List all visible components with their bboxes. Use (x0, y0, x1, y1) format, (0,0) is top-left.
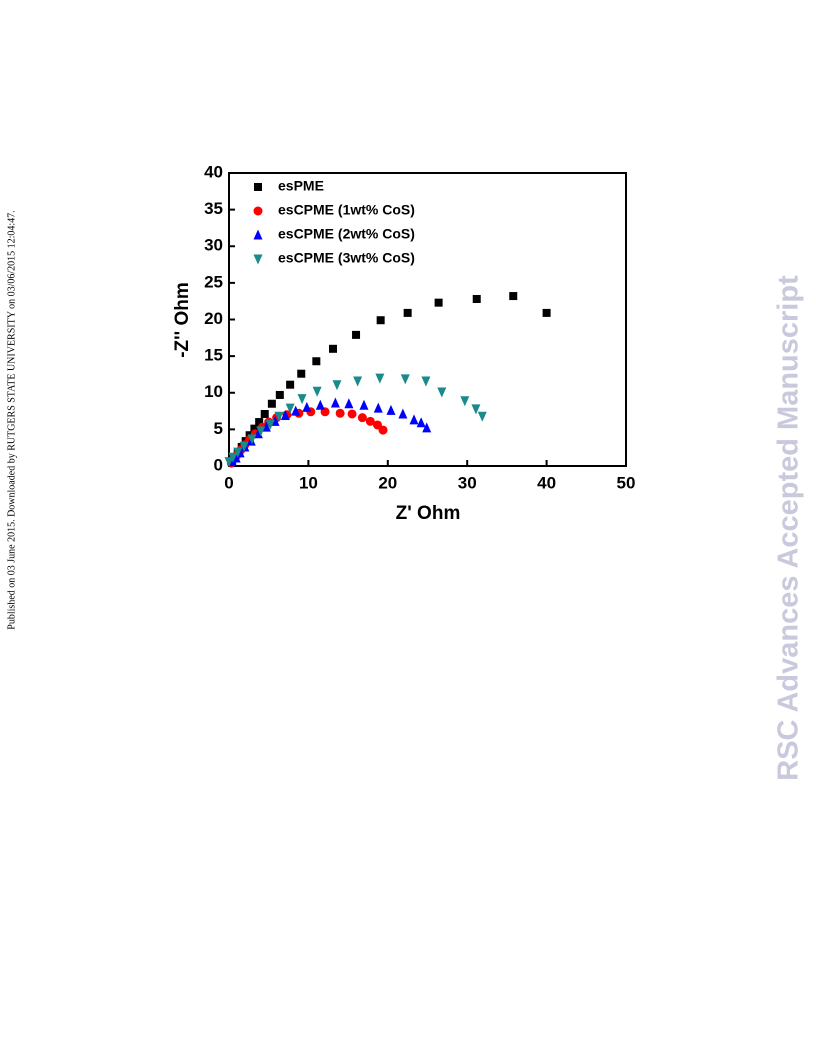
data-point (228, 452, 238, 463)
legend-label: esCPME (3wt% CoS) (278, 250, 415, 266)
x-tick-label: 10 (299, 473, 318, 492)
x-tick-label: 20 (378, 473, 397, 492)
data-point (409, 414, 419, 425)
data-point (542, 308, 551, 317)
data-point (330, 397, 340, 408)
data-point (297, 394, 307, 405)
data-point (315, 399, 325, 410)
data-point (416, 417, 426, 428)
data-point (280, 409, 290, 420)
data-point (312, 386, 322, 397)
data-point (312, 357, 321, 366)
x-tick-label: 50 (617, 473, 636, 492)
data-point (233, 447, 243, 458)
side-note: Published on 03 June 2015. Downloaded by… (6, 210, 17, 629)
data-point (302, 401, 312, 412)
data-point (224, 457, 234, 468)
data-point (261, 421, 271, 432)
data-point (472, 294, 481, 303)
data-point (434, 298, 443, 307)
data-point (365, 416, 375, 426)
legend-marker (253, 206, 263, 216)
data-point (403, 308, 412, 317)
data-point (285, 403, 295, 414)
x-tick-label: 40 (537, 473, 556, 492)
data-point (247, 434, 257, 445)
data-point (274, 411, 284, 422)
data-point (347, 409, 357, 419)
data-point (256, 426, 266, 437)
data-point (437, 387, 447, 398)
data-point (239, 441, 249, 452)
y-tick-label: 40 (204, 162, 223, 181)
data-point (267, 399, 276, 408)
y-tick-label: 35 (204, 199, 223, 218)
x-tick-label: 0 (224, 473, 233, 492)
y-tick-label: 5 (214, 419, 223, 438)
data-point (373, 402, 383, 413)
data-point (471, 404, 481, 415)
data-point (421, 376, 431, 387)
data-point (509, 292, 518, 301)
data-point (329, 344, 338, 353)
data-point (400, 374, 410, 385)
y-tick-label: 30 (204, 236, 223, 255)
y-tick-label: 15 (204, 346, 223, 365)
y-tick-label: 0 (214, 455, 223, 474)
data-point (286, 380, 295, 389)
legend-marker (253, 229, 263, 240)
data-point (260, 409, 269, 418)
legend-label: esCPME (2wt% CoS) (278, 226, 415, 242)
watermark: RSC Advances Accepted Manuscript (773, 275, 805, 781)
data-point (291, 405, 301, 416)
y-tick-label: 10 (204, 382, 223, 401)
y-tick-label: 25 (204, 272, 223, 291)
data-point (386, 404, 396, 415)
y-tick-label: 20 (204, 309, 223, 328)
legend-label: esCPME (1wt% CoS) (278, 202, 415, 218)
data-point (477, 411, 487, 422)
data-point (275, 390, 284, 399)
legend-marker (253, 254, 263, 265)
data-point (335, 408, 345, 418)
data-point (376, 316, 385, 325)
data-point (359, 399, 369, 410)
data-point (357, 413, 367, 423)
data-point (378, 425, 388, 435)
y-axis-label: -Z'' Ohm (172, 282, 193, 358)
legend-marker (254, 183, 262, 191)
data-point (344, 398, 354, 409)
data-point (422, 422, 432, 433)
data-point (265, 419, 275, 430)
x-tick-label: 30 (458, 473, 477, 492)
data-point (398, 408, 408, 419)
data-point (332, 380, 342, 391)
data-point (250, 424, 259, 433)
x-axis-label: Z' Ohm (396, 503, 461, 524)
data-point (460, 396, 470, 407)
data-point (352, 330, 361, 339)
data-point (297, 369, 306, 378)
legend-label: esPME (278, 178, 324, 194)
data-point (353, 376, 363, 387)
data-point (255, 418, 264, 427)
data-point (375, 373, 385, 384)
